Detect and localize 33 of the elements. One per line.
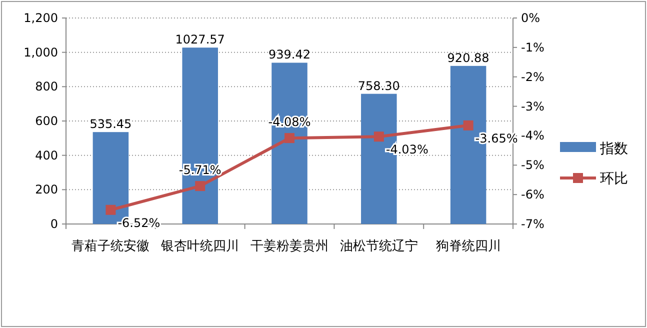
- x-tick-label: 油松节统辽宁: [340, 238, 418, 254]
- point: [284, 133, 294, 144]
- point: [106, 204, 116, 215]
- point: [195, 181, 206, 192]
- x-tick-label: 青葙子统安徽: [72, 238, 150, 254]
- data-label: 1027.57: [175, 32, 225, 47]
- x-tick-label: 狗脊统四川: [436, 239, 501, 254]
- y2-tick-label: -4%: [521, 128, 544, 143]
- y2-tick-label: -6%: [521, 188, 544, 202]
- point: [374, 132, 384, 142]
- data-label: 939.42: [268, 48, 310, 62]
- x-tick-label: 干姜粉姜贵州: [250, 238, 328, 254]
- data-label: 535.45: [90, 117, 132, 132]
- data-label: 920.88: [447, 50, 490, 65]
- y2-tick-label: -2%: [521, 70, 544, 84]
- y-tick-label: 1,200: [24, 11, 58, 25]
- data-label: 758.30: [358, 78, 400, 93]
- y2-tick-label: -5%: [521, 158, 544, 172]
- x-tick-label: 银杏叶统四川: [160, 239, 240, 254]
- legend-label: 指数: [599, 141, 628, 157]
- y-tick-label: 0: [50, 217, 58, 231]
- legend-label: 环比: [600, 171, 628, 187]
- y-tick-label: 200: [35, 182, 58, 197]
- y-tick-label: 1,000: [24, 45, 58, 60]
- point: [463, 120, 474, 130]
- y2-tick-label: 0%: [521, 11, 540, 25]
- y-tick-label: 800: [35, 80, 58, 94]
- y2-tick-label: -1%: [521, 40, 544, 54]
- y2-tick-label: -7%: [521, 217, 544, 231]
- y-tick-label: 600: [35, 114, 58, 128]
- data-label: -6.52%: [118, 216, 160, 230]
- y2-tick-label: -3%: [521, 99, 544, 114]
- y-tick-label: 400: [35, 148, 58, 162]
